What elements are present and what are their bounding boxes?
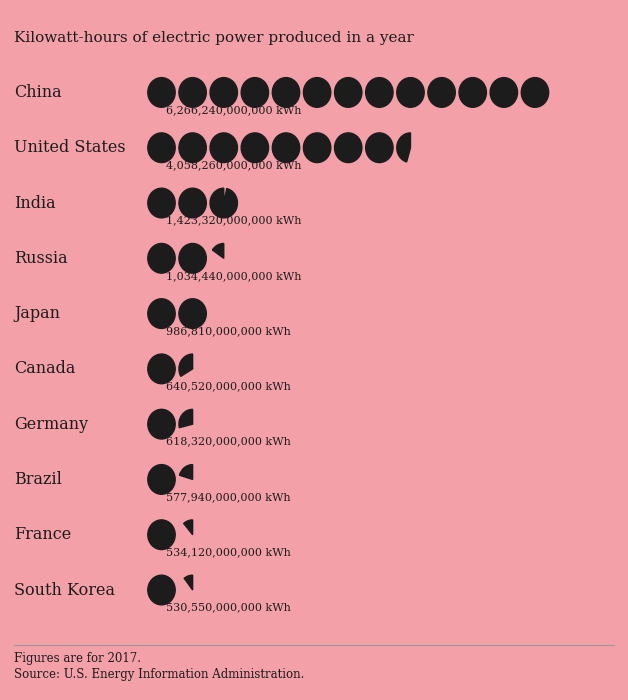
Circle shape <box>428 78 455 107</box>
Circle shape <box>179 78 207 107</box>
Wedge shape <box>184 575 193 590</box>
Circle shape <box>148 520 175 550</box>
Text: Brazil: Brazil <box>14 471 62 488</box>
Circle shape <box>273 78 300 107</box>
Text: France: France <box>14 526 71 543</box>
Wedge shape <box>212 244 224 258</box>
Circle shape <box>241 133 269 162</box>
Circle shape <box>148 299 175 328</box>
Text: 1,423,320,000,000 kWh: 1,423,320,000,000 kWh <box>166 216 302 225</box>
Text: Source: U.S. Energy Information Administration.: Source: U.S. Energy Information Administ… <box>14 668 305 681</box>
Circle shape <box>148 410 175 439</box>
Circle shape <box>303 78 331 107</box>
Circle shape <box>459 78 487 107</box>
Circle shape <box>521 78 549 107</box>
Text: 530,550,000,000 kWh: 530,550,000,000 kWh <box>166 603 291 612</box>
Text: Russia: Russia <box>14 250 68 267</box>
Text: 6,266,240,000,000 kWh: 6,266,240,000,000 kWh <box>166 105 302 115</box>
Circle shape <box>210 133 237 162</box>
Wedge shape <box>179 354 193 377</box>
Text: Germany: Germany <box>14 416 88 433</box>
Circle shape <box>179 188 207 218</box>
Circle shape <box>241 78 269 107</box>
Text: Kilowatt-hours of electric power produced in a year: Kilowatt-hours of electric power produce… <box>14 31 414 45</box>
Text: Canada: Canada <box>14 360 75 377</box>
Circle shape <box>148 575 175 605</box>
Text: 618,320,000,000 kWh: 618,320,000,000 kWh <box>166 437 291 447</box>
Circle shape <box>148 354 175 384</box>
Text: 986,810,000,000 kWh: 986,810,000,000 kWh <box>166 326 291 336</box>
Text: Figures are for 2017.: Figures are for 2017. <box>14 652 141 664</box>
Wedge shape <box>397 133 411 162</box>
Wedge shape <box>179 410 193 428</box>
Wedge shape <box>210 188 237 218</box>
Circle shape <box>179 299 207 328</box>
Text: 534,120,000,000 kWh: 534,120,000,000 kWh <box>166 547 291 557</box>
Wedge shape <box>180 465 193 480</box>
Text: 640,520,000,000 kWh: 640,520,000,000 kWh <box>166 382 291 391</box>
Circle shape <box>179 244 207 273</box>
Circle shape <box>335 133 362 162</box>
Text: China: China <box>14 84 62 101</box>
Circle shape <box>365 78 393 107</box>
Text: Japan: Japan <box>14 305 60 322</box>
Circle shape <box>148 78 175 107</box>
Circle shape <box>490 78 517 107</box>
Wedge shape <box>184 520 193 535</box>
Circle shape <box>210 78 237 107</box>
Text: 577,940,000,000 kWh: 577,940,000,000 kWh <box>166 492 291 502</box>
Circle shape <box>148 133 175 162</box>
Circle shape <box>397 78 424 107</box>
Text: South Korea: South Korea <box>14 582 115 598</box>
Circle shape <box>148 188 175 218</box>
Circle shape <box>179 133 207 162</box>
Circle shape <box>303 133 331 162</box>
Text: 4,058,260,000,000 kWh: 4,058,260,000,000 kWh <box>166 160 302 170</box>
Circle shape <box>148 465 175 494</box>
Circle shape <box>273 133 300 162</box>
Circle shape <box>335 78 362 107</box>
Text: India: India <box>14 195 56 211</box>
Circle shape <box>148 244 175 273</box>
Text: 1,034,440,000,000 kWh: 1,034,440,000,000 kWh <box>166 271 302 281</box>
Circle shape <box>365 133 393 162</box>
Text: United States: United States <box>14 139 126 156</box>
